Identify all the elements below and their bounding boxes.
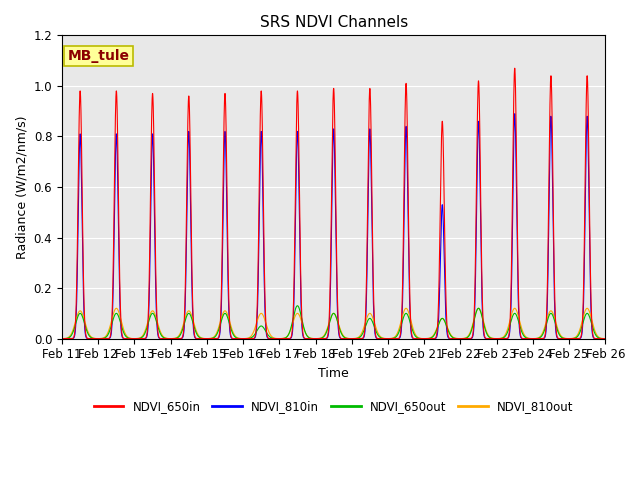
NDVI_810out [486,334,493,340]
NDVI_650out [600,336,607,341]
Legend: NDVI_650in, NDVI_810in, NDVI_650out, NDVI_810out: NDVI_650in, NDVI_810in, NDVI_650out, NDV… [89,395,579,418]
Title: SRS NDVI Channels: SRS NDVI Channels [259,15,408,30]
NDVI_810out [583,305,591,311]
NDVI_810out [58,336,66,341]
NDVI_810in [409,335,417,341]
Line: NDVI_810out: NDVI_810out [62,308,605,338]
NDVI_810out [600,336,607,341]
NDVI_650in [600,336,607,341]
Line: NDVI_650in: NDVI_650in [62,68,605,338]
NDVI_810in [602,336,609,341]
NDVI_650in [169,336,177,341]
NDVI_650in [486,336,493,341]
NDVI_810in [511,111,518,117]
Y-axis label: Radiance (W/m2/nm/s): Radiance (W/m2/nm/s) [15,115,28,259]
NDVI_650in [456,336,464,341]
Text: MB_tule: MB_tule [67,49,129,63]
NDVI_810in [169,336,177,341]
Line: NDVI_810in: NDVI_810in [62,114,605,338]
NDVI_810in [58,336,66,341]
X-axis label: Time: Time [318,367,349,380]
NDVI_650in [409,335,417,340]
NDVI_650out [169,336,177,341]
NDVI_810out [602,336,609,341]
NDVI_810in [600,336,607,341]
NDVI_650out [58,336,66,341]
NDVI_810in [174,336,182,341]
NDVI_650in [511,65,518,71]
Line: NDVI_650out: NDVI_650out [62,306,605,338]
NDVI_650out [602,336,609,341]
NDVI_810out [174,334,182,339]
NDVI_810out [262,319,269,324]
NDVI_810out [409,324,417,330]
NDVI_810in [420,336,428,341]
NDVI_650out [239,336,247,341]
NDVI_650in [262,308,269,313]
NDVI_810in [486,336,493,341]
NDVI_650in [58,336,66,341]
NDVI_650in [602,336,609,341]
NDVI_810out [169,336,177,341]
NDVI_650out [262,328,269,334]
NDVI_650out [486,335,493,340]
NDVI_650out [409,328,417,334]
NDVI_810in [262,318,269,324]
NDVI_650out [174,335,182,340]
NDVI_650out [294,303,301,309]
NDVI_810out [456,336,464,341]
NDVI_650in [174,336,182,341]
